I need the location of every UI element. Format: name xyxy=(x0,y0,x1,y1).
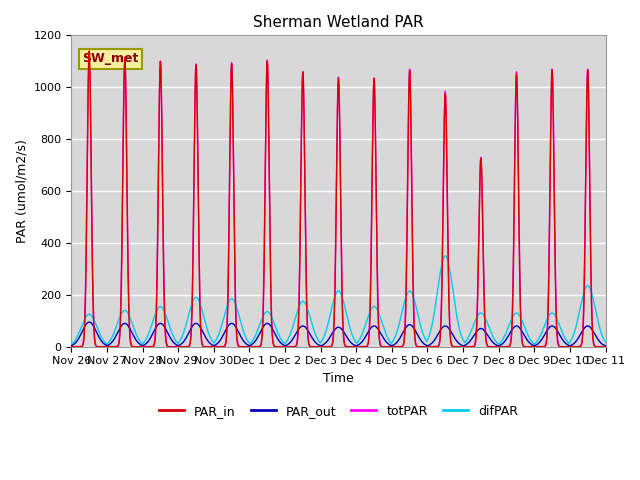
PAR_in xyxy=(319,344,326,349)
totPAR xyxy=(495,344,502,349)
Line: PAR_out: PAR_out xyxy=(72,322,605,346)
Line: PAR_in: PAR_in xyxy=(72,51,605,347)
X-axis label: Time: Time xyxy=(323,372,354,385)
totPAR xyxy=(602,344,609,349)
PAR_in xyxy=(458,344,466,349)
totPAR xyxy=(488,344,496,349)
difPAR xyxy=(164,317,172,323)
totPAR xyxy=(458,344,466,349)
totPAR xyxy=(68,344,76,349)
PAR_in xyxy=(488,344,496,349)
difPAR xyxy=(601,338,609,344)
PAR_out xyxy=(488,339,496,345)
totPAR xyxy=(164,343,172,349)
PAR_out xyxy=(458,343,466,348)
totPAR xyxy=(429,344,436,349)
totPAR xyxy=(85,48,93,54)
difPAR xyxy=(458,335,466,340)
PAR_in xyxy=(495,344,502,349)
PAR_in xyxy=(68,344,76,349)
difPAR xyxy=(602,339,609,345)
difPAR xyxy=(319,337,326,343)
PAR_out xyxy=(68,343,76,348)
Legend: PAR_in, PAR_out, totPAR, difPAR: PAR_in, PAR_out, totPAR, difPAR xyxy=(154,400,523,423)
Line: totPAR: totPAR xyxy=(72,51,605,347)
Line: difPAR: difPAR xyxy=(72,256,605,344)
PAR_out xyxy=(85,319,93,325)
Title: Sherman Wetland PAR: Sherman Wetland PAR xyxy=(253,15,424,30)
PAR_out xyxy=(460,343,467,349)
difPAR xyxy=(488,332,496,338)
PAR_in xyxy=(85,48,93,54)
PAR_out xyxy=(602,343,609,348)
difPAR xyxy=(429,321,436,326)
Text: SW_met: SW_met xyxy=(82,52,138,65)
PAR_in xyxy=(429,344,436,349)
difPAR xyxy=(442,253,449,259)
difPAR xyxy=(68,341,76,347)
PAR_out xyxy=(164,330,172,336)
PAR_in xyxy=(601,344,609,349)
totPAR xyxy=(601,344,609,349)
PAR_out xyxy=(601,343,609,348)
Y-axis label: PAR (umol/m2/s): PAR (umol/m2/s) xyxy=(15,139,28,243)
PAR_in xyxy=(602,344,609,349)
PAR_out xyxy=(429,340,436,346)
PAR_out xyxy=(319,342,326,348)
totPAR xyxy=(319,344,326,349)
PAR_in xyxy=(164,343,172,349)
